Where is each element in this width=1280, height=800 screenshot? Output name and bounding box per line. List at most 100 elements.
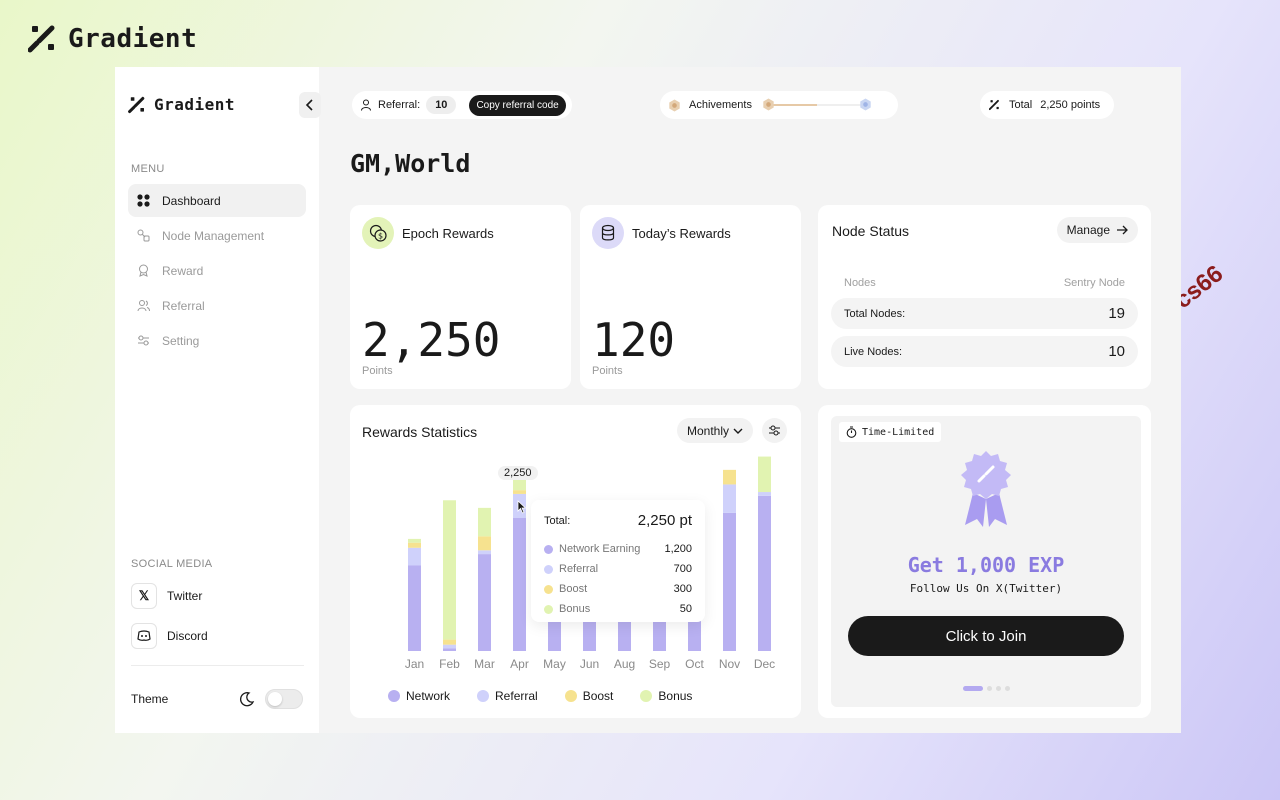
node-status-card: Node Status Manage Nodes Sentry Node Tot… [818, 205, 1151, 389]
sidebar-logo: Gradient [128, 95, 235, 114]
bar-network-may[interactable] [548, 613, 561, 651]
achievements-progress [762, 98, 872, 112]
x-tick-label: Nov [719, 657, 740, 671]
referral-pill: Referral: 10 Copy referral code [352, 91, 572, 119]
x-tick-label: Aug [614, 657, 635, 671]
manage-button[interactable]: Manage [1056, 217, 1138, 243]
bar-referral-dec[interactable] [758, 492, 771, 496]
sidebar-item-label: Setting [162, 333, 200, 348]
bar-bonus-mar[interactable] [478, 507, 491, 537]
bar-referral-feb[interactable] [443, 644, 456, 649]
theme-label: Theme [131, 692, 169, 706]
todays-rewards-title: Today’s Rewards [632, 225, 731, 241]
live-nodes-row: Live Nodes: 10 [831, 336, 1138, 367]
x-tick-label: Jan [405, 657, 424, 671]
carousel-dot[interactable] [1004, 686, 1010, 691]
carousel-dot[interactable] [962, 686, 983, 691]
bar-network-nov[interactable] [723, 512, 736, 651]
gradient-logo-icon [128, 96, 145, 113]
period-select[interactable]: Monthly [677, 418, 754, 443]
social-link-discord[interactable]: Discord [131, 623, 306, 649]
bar-boost-nov[interactable] [723, 469, 736, 485]
social-link-twitter[interactable]: 𝕏 Twitter [131, 583, 306, 609]
manage-label: Manage [1066, 223, 1110, 237]
sidebar-item-referral[interactable]: Referral [128, 289, 306, 322]
bar-network-mar[interactable] [478, 554, 491, 651]
achievements-label: Achivements [689, 99, 752, 111]
bar-referral-nov[interactable] [723, 484, 736, 513]
gradient-logo-icon [28, 25, 55, 53]
bar-network-dec[interactable] [758, 495, 771, 651]
moon-icon [240, 692, 255, 707]
nodes-column-label: Nodes [844, 277, 876, 289]
theme-row: Theme [131, 687, 303, 711]
x-tick-label: May [543, 657, 566, 671]
x-tick-label: Apr [510, 657, 529, 671]
total-label: Total [1009, 99, 1033, 111]
bar-boost-mar[interactable] [478, 536, 491, 551]
sentry-node-column-label: Sentry Node [1063, 277, 1125, 289]
legend-item-bonus: Bonus [640, 689, 692, 703]
promo-slide: Time-Limited Get 1,000 EXP Follow Us On … [831, 416, 1141, 707]
x-tick-label: Jun [580, 657, 599, 671]
sidebar-item-label: Referral [162, 298, 205, 313]
progress-start-badge-icon [763, 98, 774, 111]
main-content: Referral: 10 Copy referral code Achiveme… [319, 67, 1181, 733]
chart-filter-button[interactable] [762, 418, 787, 443]
promo-card: Time-Limited Get 1,000 EXP Follow Us On … [818, 405, 1151, 718]
bar-referral-mar[interactable] [478, 550, 491, 555]
carousel-dot[interactable] [995, 686, 1001, 691]
epoch-rewards-card: $ Epoch Rewards 2,250 Points [350, 205, 571, 389]
total-nodes-row: Total Nodes: 19 [831, 298, 1138, 329]
chart-legend: Network Referral Boost Bonus [388, 689, 692, 703]
total-points: 2,250 points [1040, 99, 1101, 111]
sidebar-item-dashboard[interactable]: Dashboard [128, 184, 306, 217]
bar-bonus-jan[interactable] [408, 538, 421, 543]
tooltip-total-label: Total: [544, 514, 571, 527]
mouse-cursor-icon [517, 500, 527, 514]
sidebar-item-node-management[interactable]: Node Management [128, 219, 306, 252]
bar-bonus-feb[interactable] [443, 500, 456, 640]
grid-icon [137, 194, 150, 207]
svg-text:$: $ [378, 232, 383, 241]
achievements-pill[interactable]: Achivements [660, 91, 898, 119]
social-label: Twitter [167, 589, 203, 603]
x-tick-label: Feb [439, 657, 460, 671]
users-icon [137, 300, 150, 312]
sidebar: Gradient MENU Dashboard Node Management … [115, 67, 321, 733]
promo-title: Get 1,000 EXP [907, 553, 1065, 577]
sidebar-item-label: Reward [162, 263, 204, 278]
bar-boost-apr[interactable] [513, 490, 526, 494]
node-status-header: Nodes Sentry Node [844, 277, 1125, 289]
tooltip-row-referral: Referral 700 [544, 559, 692, 579]
bar-network-jan[interactable] [408, 565, 421, 652]
bar-network-aug[interactable] [618, 616, 631, 651]
todays-rewards-unit: Points [592, 365, 623, 377]
social-label: Discord [167, 629, 208, 643]
sidebar-item-setting[interactable]: Setting [128, 324, 306, 357]
legend-item-referral: Referral [477, 689, 538, 703]
rewards-statistics-title: Rewards Statistics [362, 424, 478, 440]
live-nodes-value: 10 [1108, 343, 1125, 360]
click-to-join-button[interactable]: Click to Join [848, 616, 1124, 656]
carousel-dot[interactable] [986, 686, 992, 691]
theme-toggle[interactable] [265, 689, 303, 709]
bar-bonus-dec[interactable] [758, 456, 771, 493]
referral-label: Referral: [378, 99, 421, 111]
brand-name: Gradient [68, 24, 198, 54]
x-tick-label: Sep [649, 657, 671, 671]
x-icon: 𝕏 [131, 583, 157, 609]
copy-referral-code-button[interactable]: Copy referral code [469, 94, 566, 116]
bar-boost-feb[interactable] [443, 639, 456, 645]
collapse-sidebar-button[interactable] [299, 92, 321, 118]
tooltip-row-boost: Boost 300 [544, 579, 692, 599]
bar-network-feb[interactable] [443, 648, 456, 651]
sliders-icon [769, 425, 780, 436]
total-nodes-label: Total Nodes: [844, 307, 906, 320]
sidebar-item-reward[interactable]: Reward [128, 254, 306, 287]
bar-network-apr[interactable] [513, 518, 526, 651]
bar-boost-jan[interactable] [408, 542, 421, 548]
header-logo: Gradient [28, 24, 197, 54]
chevron-left-icon [305, 99, 313, 111]
bar-referral-jan[interactable] [408, 547, 421, 566]
